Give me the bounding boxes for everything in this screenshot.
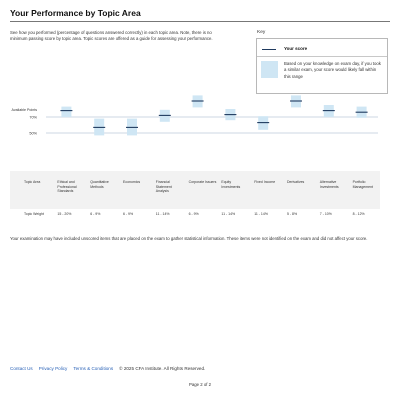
topic-weight: 6 - 9%	[90, 212, 101, 216]
topic-name: Equity Investments	[221, 180, 241, 189]
topic-weight: 6 - 9%	[188, 212, 199, 216]
reference-label-70: 70%	[29, 115, 37, 119]
terms-conditions-link[interactable]: Terms & Conditions	[73, 366, 114, 371]
topic-weight: 11 - 14%	[155, 212, 170, 216]
topic-weight-label: Topic Weight	[24, 212, 44, 216]
topic-weight: 11 - 14%	[221, 212, 236, 216]
key-score-label: Your score	[284, 46, 308, 51]
page-title: Your Performance by Topic Area	[10, 8, 141, 18]
topic-name: Portfolio Management	[352, 180, 374, 189]
key-box: Your score Based on your knowledge on ex…	[256, 38, 388, 94]
title-rule	[10, 21, 390, 22]
performance-chart: Available Points 70% 50%	[11, 95, 378, 136]
reference-label-50: 50%	[29, 131, 37, 135]
topic-weight: 5 - 8%	[287, 212, 298, 216]
copyright-text: © 2025 CFA Institute. All Rights Reserve…	[119, 366, 206, 371]
topic-area-label: Topic Area	[24, 180, 41, 184]
topic-weight: 11 - 14%	[254, 212, 268, 216]
key-title: Key	[257, 30, 266, 35]
key-score-line-swatch	[262, 49, 276, 51]
page-number: Page 2 of 2	[189, 382, 211, 387]
key-range-text: Based on your knowledge on exam day, if …	[284, 61, 381, 79]
privacy-policy-link[interactable]: Privacy Policy	[38, 366, 68, 371]
y-axis-label: Available Points	[11, 108, 37, 112]
topic-name: Quantitative Methods	[90, 180, 109, 189]
contact-us-link[interactable]: Contact Us	[10, 366, 33, 371]
topic-name: Corporate Issuers	[188, 180, 217, 184]
topic-weight: 15 - 20%	[57, 212, 72, 216]
topic-weight: 6 - 9%	[123, 212, 134, 216]
topic-weight: 7 - 10%	[319, 212, 332, 216]
topic-name: Fixed Income	[254, 180, 276, 184]
footer-links: Contact Us Privacy Policy Terms & Condit…	[10, 366, 205, 371]
topic-name: Ethical and Professional Standards	[57, 180, 77, 194]
topic-name: Alternative Investments	[319, 180, 339, 189]
topic-table-band	[10, 171, 380, 209]
topic-name: Financial Statement Analysis	[155, 180, 172, 194]
intro-text: See how you performed (percentage of que…	[10, 30, 213, 42]
topic-name: Economics	[123, 180, 141, 184]
topic-name: Derivatives	[287, 180, 305, 184]
exam-note: Your examination may have included unsco…	[10, 236, 368, 241]
key-divider	[257, 56, 387, 57]
score-range-bar	[61, 106, 72, 117]
topic-weight: 8 - 12%	[352, 212, 365, 216]
key-range-swatch	[261, 61, 278, 78]
